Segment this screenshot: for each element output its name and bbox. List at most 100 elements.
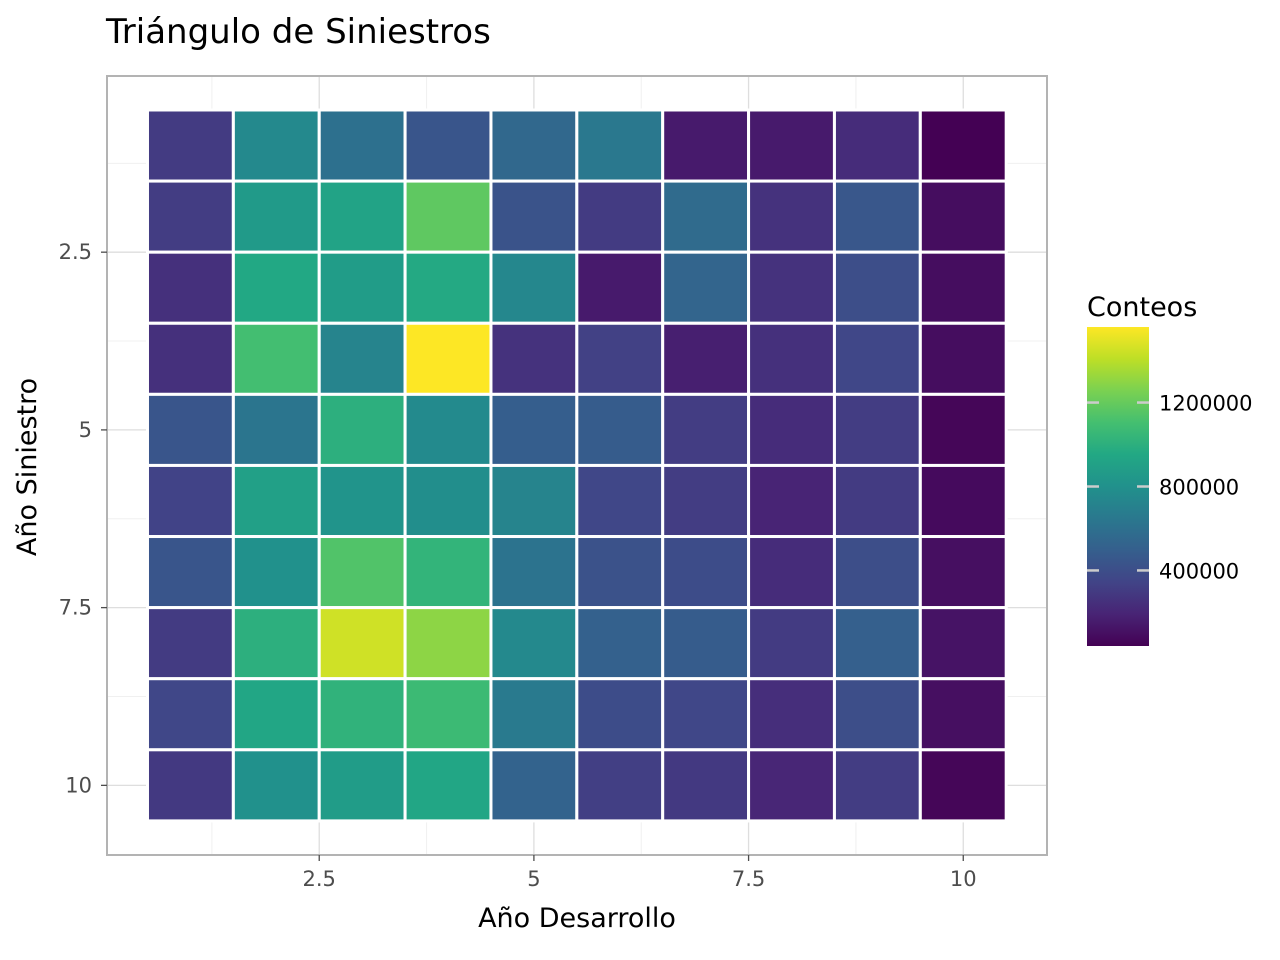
heatmap-cell: [317, 108, 407, 183]
heatmap-cell: [832, 108, 922, 183]
heatmap-cell: [661, 108, 751, 183]
heatmap-cell: [747, 179, 836, 254]
heatmap-cell: [231, 606, 321, 681]
heatmap-cell: [489, 535, 579, 610]
heatmap-cell: [832, 392, 922, 467]
heatmap-cell: [918, 250, 1008, 325]
heatmap-cell: [145, 463, 235, 539]
panel-border: [106, 75, 1048, 856]
heatmap-cell: [747, 392, 836, 467]
heatmap-cell: [231, 677, 321, 752]
heatmap-cell: [489, 179, 579, 254]
heatmap-cell: [231, 321, 321, 396]
heatmap-cell: [145, 108, 235, 183]
colorbar-label: 400000: [1159, 559, 1239, 583]
heatmap-cell: [832, 179, 922, 254]
plot-panel: 2.5 5 7.5 10 2.5 5 7.5 10: [59, 75, 1048, 891]
heatmap-cell: [403, 677, 493, 752]
heatmap-cell: [317, 463, 407, 539]
heatmap-cell: [918, 179, 1008, 254]
heatmap-cell: [489, 250, 579, 325]
heatmap-cell: [489, 677, 579, 752]
heatmap-cell: [403, 606, 493, 681]
heatmap-cell: [832, 748, 922, 823]
heatmap-cell: [661, 179, 751, 254]
heatmap-cell: [317, 748, 407, 823]
heatmap-cell: [918, 535, 1008, 610]
heatmap-cell: [145, 392, 235, 467]
heatmap-cell: [231, 250, 321, 325]
heatmap-cell: [403, 108, 493, 183]
heatmap-cell: [575, 463, 665, 539]
heatmap-cell: [832, 250, 922, 325]
heatmap-cell: [661, 321, 751, 396]
heatmap-cell: [661, 535, 751, 610]
heatmap-cell: [489, 321, 579, 396]
heatmap-cell: [832, 463, 922, 539]
heatmap-cell: [489, 392, 579, 467]
heatmap-cell: [317, 179, 407, 254]
heatmap-cell: [575, 179, 665, 254]
heatmap-cell: [403, 321, 493, 396]
heatmap-cell: [231, 748, 321, 823]
heatmap-cell: [489, 748, 579, 823]
heatmap-cell: [317, 321, 407, 396]
heatmap-cell: [489, 463, 579, 539]
heatmap-cell: [832, 606, 922, 681]
heatmap-cell: [918, 108, 1008, 183]
y-tick-label: 2.5: [59, 240, 92, 264]
legend-title: Conteos: [1087, 292, 1197, 323]
heatmap-cell: [918, 321, 1008, 396]
heatmap-cell: [317, 606, 407, 681]
heatmap-cell: [145, 677, 235, 752]
heatmap-cell: [317, 677, 407, 752]
heatmap-cell: [489, 108, 579, 183]
heatmap-cell: [918, 677, 1008, 752]
heatmap-cell: [145, 748, 235, 823]
heatmap-cell: [832, 321, 922, 396]
heatmap-cell: [575, 250, 665, 325]
y-axis-title: Año Siniestro: [12, 378, 43, 556]
heatmap-cell: [747, 250, 836, 325]
heatmap-cell: [661, 463, 751, 539]
heatmap-cell: [317, 250, 407, 325]
heatmap-cell: [575, 108, 665, 183]
heatmap-cell: [575, 321, 665, 396]
x-axis-title: Año Desarrollo: [478, 903, 676, 934]
heatmap-cell: [145, 535, 235, 610]
heatmap-cell: [575, 677, 665, 752]
heatmap-cell: [403, 535, 493, 610]
heatmap-cell: [231, 535, 321, 610]
heatmap-cell: [145, 250, 235, 325]
heatmap-cell: [747, 606, 836, 681]
heatmap-cell: [575, 748, 665, 823]
heatmap-cell: [747, 535, 836, 610]
heatmap-cell: [575, 535, 665, 610]
y-tick-label: 10: [65, 773, 92, 797]
heatmap-cell: [231, 108, 321, 183]
x-tick-label: 7.5: [732, 867, 765, 891]
heatmap-cell: [317, 392, 407, 467]
heatmap-cell: [661, 250, 751, 325]
x-tick-label: 2.5: [303, 867, 336, 891]
heatmap-cell: [317, 535, 407, 610]
heatmap-cell: [747, 463, 836, 539]
heatmap-cell: [403, 250, 493, 325]
heatmap-cell: [747, 108, 836, 183]
heatmap-cell: [231, 392, 321, 467]
heatmap-cell: [918, 463, 1008, 539]
heatmap-cell: [661, 677, 751, 752]
y-tick-label: 5: [79, 418, 92, 442]
heatmap-cell: [918, 748, 1008, 823]
heatmap-cell: [832, 535, 922, 610]
heatmap-cell: [231, 463, 321, 539]
chart-title: Triángulo de Siniestros: [105, 12, 491, 52]
y-tick-label: 7.5: [59, 596, 92, 620]
x-tick-label: 10: [950, 867, 977, 891]
heatmap-cell: [661, 606, 751, 681]
heatmap-cell: [575, 392, 665, 467]
heatmap-cell: [145, 179, 235, 254]
heatmap-cell: [403, 392, 493, 467]
heatmap-cell: [231, 179, 321, 254]
